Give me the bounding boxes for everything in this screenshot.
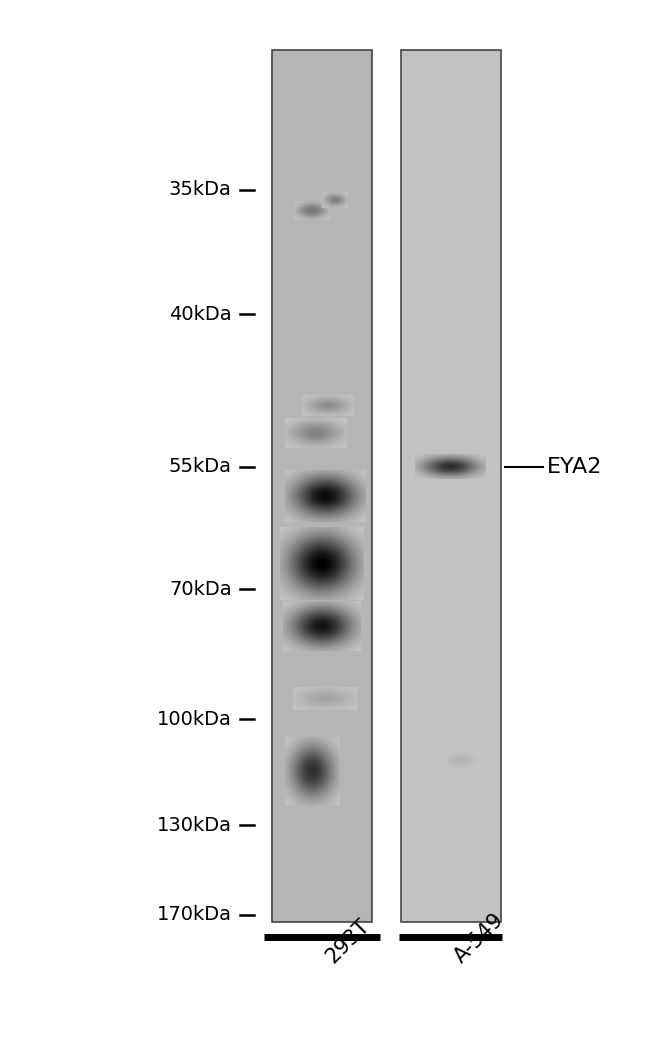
Text: 293T: 293T xyxy=(322,915,373,967)
Text: 130kDa: 130kDa xyxy=(157,815,231,835)
Bar xyxy=(272,49,372,922)
Text: A-549: A-549 xyxy=(450,909,508,967)
Text: 170kDa: 170kDa xyxy=(157,905,231,924)
Bar xyxy=(400,49,500,922)
Text: 100kDa: 100kDa xyxy=(157,710,231,729)
Text: 40kDa: 40kDa xyxy=(169,305,231,324)
Text: 55kDa: 55kDa xyxy=(168,457,231,476)
Text: 70kDa: 70kDa xyxy=(169,580,231,599)
Text: 35kDa: 35kDa xyxy=(169,181,231,199)
Text: EYA2: EYA2 xyxy=(547,457,603,477)
